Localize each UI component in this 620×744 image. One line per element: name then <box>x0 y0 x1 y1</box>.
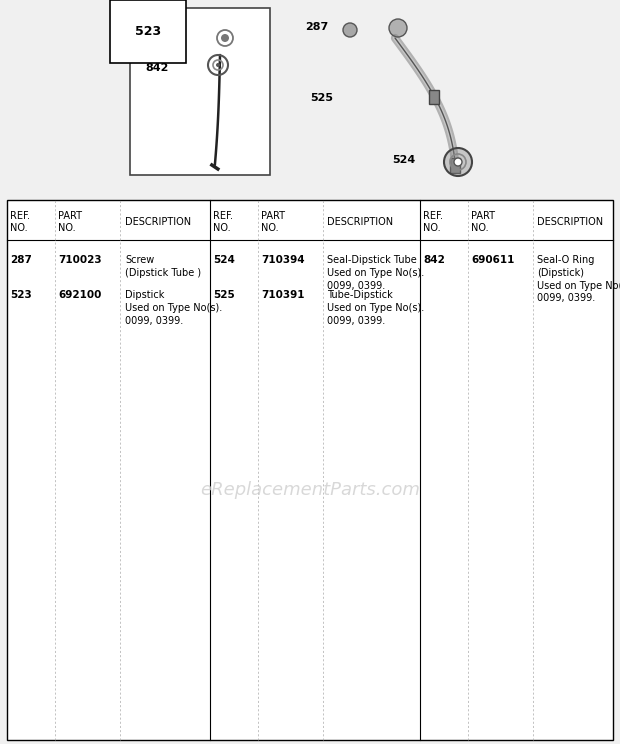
Text: 690611: 690611 <box>471 255 515 265</box>
Text: 710023: 710023 <box>58 255 102 265</box>
Bar <box>7 200 613 740</box>
Text: 710391: 710391 <box>261 290 304 300</box>
Text: Seal-Dipstick Tube
Used on Type No(s).
0099, 0399.: Seal-Dipstick Tube Used on Type No(s). 0… <box>327 255 424 291</box>
Bar <box>430 89 440 103</box>
Text: eReplacementParts.com: eReplacementParts.com <box>200 481 420 499</box>
Text: DESCRIPTION: DESCRIPTION <box>327 217 393 227</box>
Bar <box>450 158 459 173</box>
Text: PART
NO.: PART NO. <box>471 211 495 233</box>
Text: REF.
NO.: REF. NO. <box>213 211 233 233</box>
Text: 842: 842 <box>145 63 169 73</box>
Text: 523: 523 <box>135 25 161 38</box>
Text: 524: 524 <box>392 155 415 165</box>
Text: 524: 524 <box>213 255 235 265</box>
Text: Tube-Dipstick
Used on Type No(s).
0099, 0399.: Tube-Dipstick Used on Type No(s). 0099, … <box>327 290 424 326</box>
Text: DESCRIPTION: DESCRIPTION <box>537 217 603 227</box>
Text: 523: 523 <box>10 290 32 300</box>
Text: 710394: 710394 <box>261 255 304 265</box>
Text: DESCRIPTION: DESCRIPTION <box>125 217 191 227</box>
Circle shape <box>343 23 357 37</box>
Bar <box>430 89 440 103</box>
Text: PART
NO.: PART NO. <box>58 211 82 233</box>
Text: 287: 287 <box>10 255 32 265</box>
Text: Screw
(Dipstick Tube ): Screw (Dipstick Tube ) <box>125 255 201 278</box>
Text: Seal-O Ring
(Dipstick)
Used on Type No(s).
0099, 0399.: Seal-O Ring (Dipstick) Used on Type No(s… <box>537 255 620 304</box>
Bar <box>130 8 270 175</box>
Circle shape <box>216 63 220 67</box>
Circle shape <box>444 148 472 176</box>
Text: PART
NO.: PART NO. <box>261 211 285 233</box>
Text: REF.
NO.: REF. NO. <box>10 211 30 233</box>
Bar <box>450 158 459 173</box>
Text: 692100: 692100 <box>58 290 102 300</box>
Text: Dipstick
Used on Type No(s).
0099, 0399.: Dipstick Used on Type No(s). 0099, 0399. <box>125 290 222 326</box>
Circle shape <box>221 34 229 42</box>
Text: 842: 842 <box>423 255 445 265</box>
Circle shape <box>454 158 462 166</box>
Text: 525: 525 <box>213 290 235 300</box>
Circle shape <box>389 19 407 37</box>
Text: 287: 287 <box>305 22 328 32</box>
Text: 525: 525 <box>310 93 333 103</box>
Text: REF.
NO.: REF. NO. <box>423 211 443 233</box>
